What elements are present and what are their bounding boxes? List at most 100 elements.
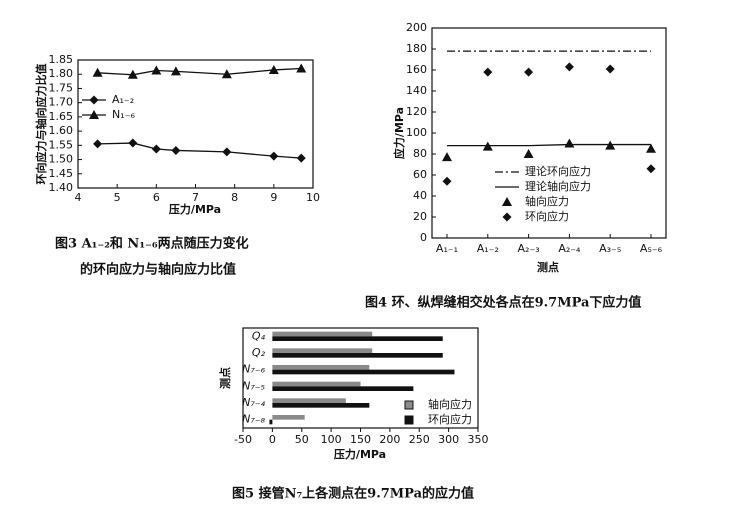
x-tick-label: A₁₋₂ <box>477 242 499 255</box>
marker <box>170 66 181 76</box>
marker <box>93 139 103 149</box>
marker <box>151 65 162 75</box>
legend-swatch <box>404 400 414 410</box>
plot-frame <box>77 59 314 189</box>
x-tick-label: 10 <box>306 191 320 204</box>
y-axis-label: 测点 <box>218 367 232 389</box>
x-tick-label: 150 <box>350 433 371 446</box>
y-tick-label: Q₄ <box>252 329 266 342</box>
x-tick-label: 6 <box>153 191 160 204</box>
marker <box>296 153 306 163</box>
x-tick-label: 0 <box>269 433 276 446</box>
y-tick-label: 180 <box>406 42 427 55</box>
x-tick-label: 7 <box>192 191 199 204</box>
y-tick-label: 1.80 <box>49 67 74 80</box>
marker <box>646 143 656 153</box>
y-tick-label: 200 <box>406 21 427 34</box>
y-tick-label: 120 <box>406 105 427 118</box>
y-tick-label: 160 <box>406 63 427 76</box>
y-tick-label: 1.40 <box>49 181 74 194</box>
x-tick-label: 5 <box>114 191 121 204</box>
x-tick-label: 50 <box>295 433 309 446</box>
y-tick-label: 60 <box>413 168 427 181</box>
y-tick-label: Q₂ <box>252 346 266 359</box>
legend-label: 轴向应力 <box>525 194 569 208</box>
y-axis-label: 环向应力与轴向应力比值 <box>34 64 48 185</box>
legend-label: 环向应力 <box>525 209 569 223</box>
y-tick-label: N₇₋₈ <box>242 413 265 426</box>
caption: 图5 接管N₇上各测点在9.7MPa的应力值 <box>232 486 474 502</box>
x-tick-label: 9 <box>270 191 277 204</box>
y-tick-label: 1.50 <box>49 153 74 166</box>
x-tick-label: A₅₋₆ <box>640 242 663 255</box>
x-tick-label: A₂₋₄ <box>558 242 581 255</box>
legend-marker <box>502 197 512 206</box>
x-tick-label: 350 <box>468 433 489 446</box>
marker <box>482 141 493 151</box>
x-axis-label: 测点 <box>537 260 559 274</box>
bar <box>272 331 373 337</box>
y-tick-label: 1.55 <box>49 138 74 151</box>
bar <box>269 419 273 425</box>
marker <box>524 67 534 77</box>
y-tick-label: 1.45 <box>49 167 74 180</box>
marker <box>128 138 138 148</box>
y-tick-label: N₇₋₅ <box>242 379 265 392</box>
x-tick-label: 8 <box>231 191 238 204</box>
x-axis-label: 压力/MPa <box>334 447 386 461</box>
marker <box>269 151 279 161</box>
bar <box>272 403 370 408</box>
marker <box>296 63 307 73</box>
x-tick-label: -50 <box>234 433 252 446</box>
y-axis-label: 应力/MPa <box>392 107 406 159</box>
marker <box>92 67 103 77</box>
marker <box>564 62 574 72</box>
y-tick-label: 1.85 <box>49 53 74 66</box>
bar <box>272 369 455 375</box>
y-tick-label: N₇₋₄ <box>242 396 265 409</box>
caption: 图3 A₁₋₂和 N₁₋₆两点随压力变化 <box>55 236 249 252</box>
marker <box>523 149 534 158</box>
y-tick-label: 1.70 <box>49 96 74 109</box>
marker <box>127 69 138 79</box>
legend-marker <box>89 95 99 105</box>
bar <box>272 381 361 387</box>
bar <box>272 365 370 370</box>
bar <box>272 386 414 391</box>
y-tick-label: 1.65 <box>49 110 74 123</box>
legend-marker <box>502 212 512 222</box>
caption: 图4 环、纵焊缝相交处各点在9.7MPa下应力值 <box>365 295 641 311</box>
bar <box>272 336 443 341</box>
marker <box>646 164 656 174</box>
legend-label: 环向应力 <box>428 412 472 426</box>
y-tick-label: 100 <box>406 126 427 139</box>
x-tick-label: 200 <box>379 433 400 446</box>
marker <box>268 64 279 74</box>
x-tick-label: A₂₋₃ <box>518 242 540 255</box>
marker <box>483 67 493 77</box>
legend-label: A₁₋₂ <box>112 93 134 106</box>
x-tick-label: 250 <box>409 433 430 446</box>
marker <box>222 147 232 157</box>
marker <box>605 140 616 150</box>
y-tick-label: 1.60 <box>49 124 74 137</box>
marker <box>221 69 232 79</box>
bar <box>272 398 346 403</box>
x-tick-label: A₁₋₁ <box>436 242 458 255</box>
marker <box>171 145 181 155</box>
legend-marker <box>89 110 99 119</box>
marker <box>605 64 615 74</box>
y-tick-label: 20 <box>413 210 427 223</box>
legend-label: N₁₋₆ <box>112 108 135 121</box>
x-tick-label: 100 <box>321 433 342 446</box>
bar <box>272 415 305 420</box>
bar <box>272 353 443 358</box>
x-axis-label: 压力/MPa <box>169 202 221 216</box>
caption: 的环向应力与轴向应力比值 <box>80 262 236 278</box>
marker <box>564 138 575 148</box>
y-tick-label: 0 <box>420 231 427 244</box>
y-tick-label: 40 <box>413 189 427 202</box>
legend-swatch <box>404 415 414 425</box>
